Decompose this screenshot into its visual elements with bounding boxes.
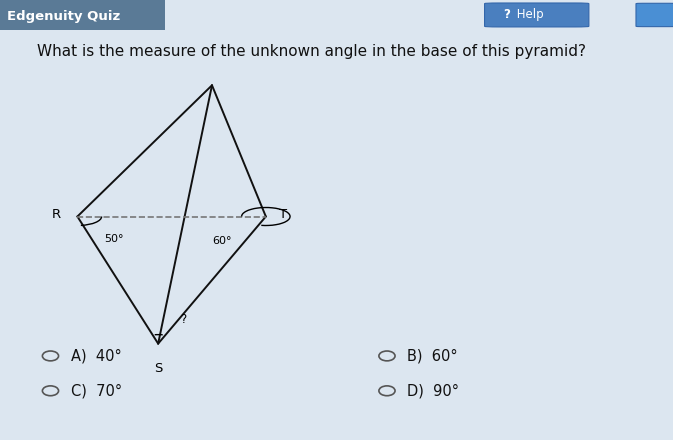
- Text: Edgenuity Quiz: Edgenuity Quiz: [7, 10, 120, 23]
- Text: R: R: [51, 208, 61, 221]
- FancyBboxPatch shape: [485, 3, 589, 27]
- Text: T: T: [279, 208, 287, 221]
- Text: ?: ?: [503, 8, 510, 22]
- Text: 60°: 60°: [213, 236, 232, 246]
- FancyBboxPatch shape: [0, 0, 165, 30]
- Text: A)  40°: A) 40°: [71, 348, 121, 363]
- FancyBboxPatch shape: [636, 3, 673, 27]
- Text: ?: ?: [180, 312, 187, 326]
- Text: S: S: [154, 362, 162, 375]
- Text: What is the measure of the unknown angle in the base of this pyramid?: What is the measure of the unknown angle…: [37, 44, 586, 59]
- Text: 50°: 50°: [105, 234, 124, 244]
- Text: C)  70°: C) 70°: [71, 383, 122, 398]
- Text: B)  60°: B) 60°: [407, 348, 458, 363]
- Text: Help: Help: [513, 8, 544, 22]
- Text: D)  90°: D) 90°: [407, 383, 459, 398]
